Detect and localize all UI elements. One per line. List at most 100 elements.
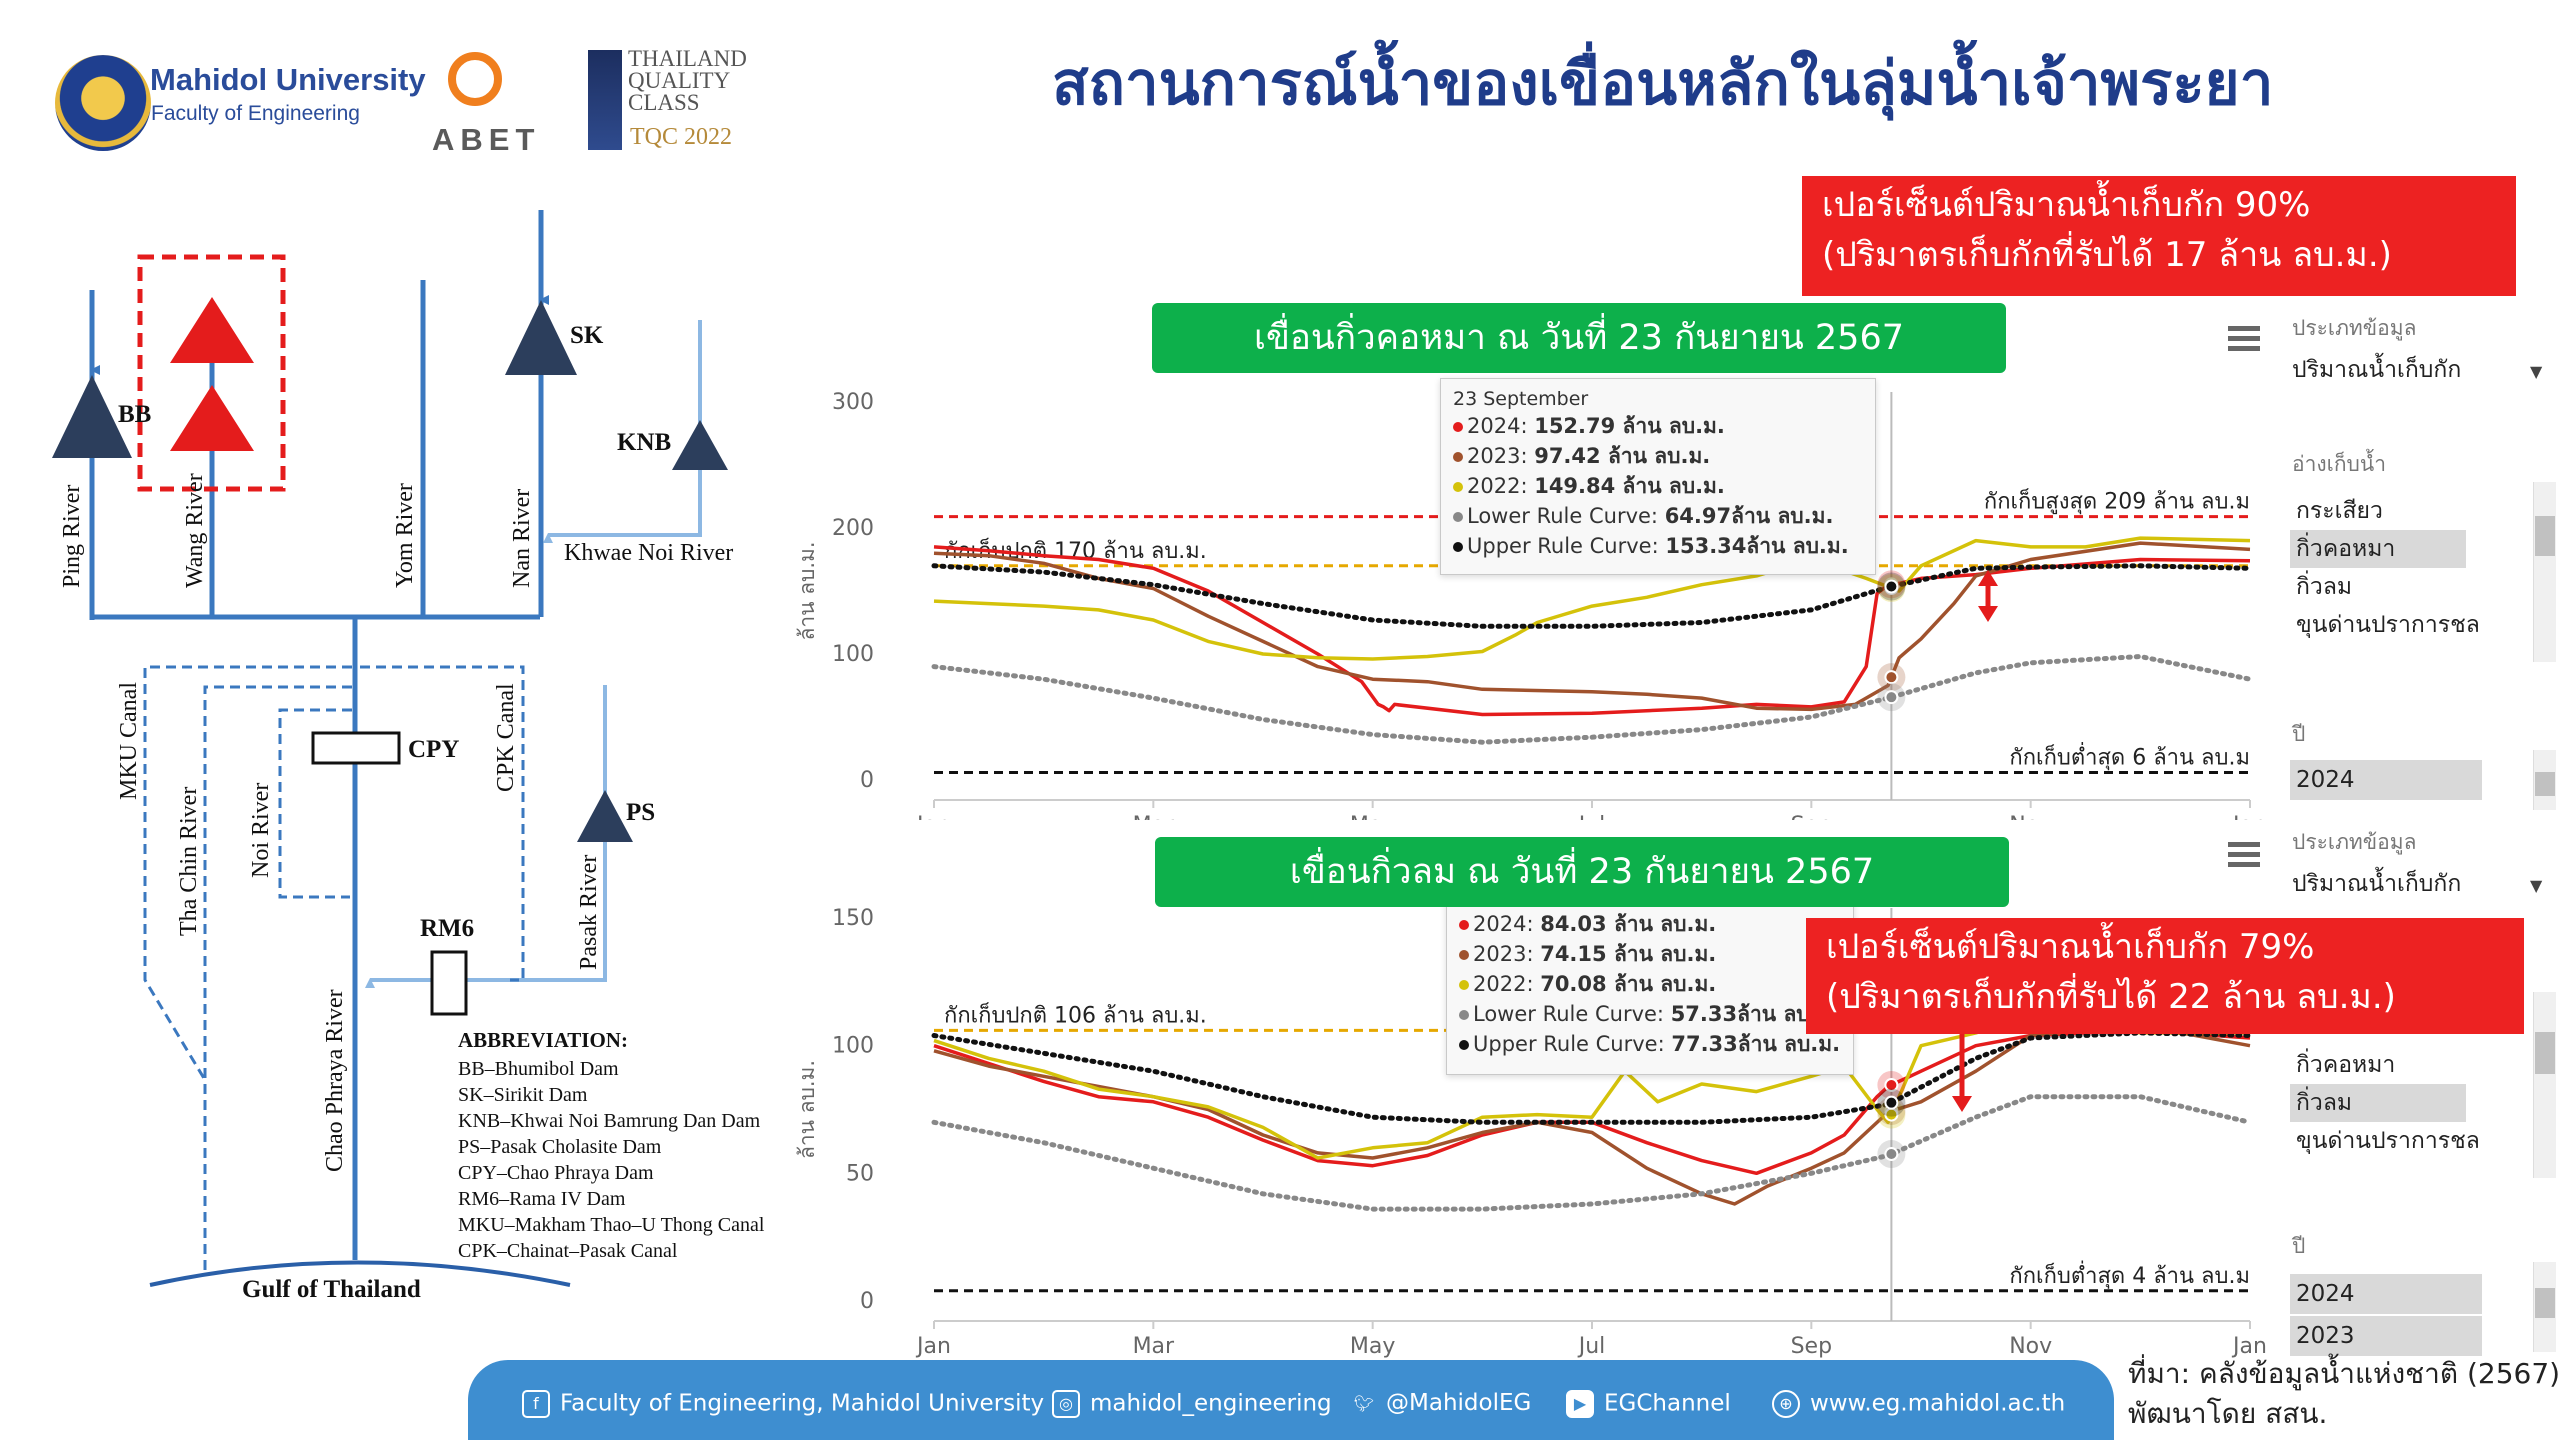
reference-line-label: กักเก็บต่ำสุด 6 ล้าน ลบ.ม [2009,741,2250,770]
data-type-select[interactable]: ปริมาณน้ำเก็บกัก [2292,871,2462,897]
twitter-icon: 🐦︎ [1353,1393,1375,1413]
nan-river-label: Nan River [509,489,535,588]
tooltip-row: Lower Rule Curve: 57.33ล้าน ลบ.ม. [1459,999,1841,1029]
chevron-down-icon[interactable]: ▼ [2530,362,2543,381]
tooltip-series-value: 74.15 ล้าน ลบ.ม. [1540,942,1717,966]
instagram-link[interactable]: ◎ mahidol_engineering [1052,1390,1332,1418]
tooltip-row: 2022: 70.08 ล้าน ลบ.ม. [1459,969,1841,999]
chart1-title-banner: เขื่อนกิ่วคอหมา ณ วันที่ 23 กันยายน 2567 [1152,303,2006,373]
mahidol-logo [55,55,151,151]
tooltip-series-value: 152.79 ล้าน ลบ.ม. [1534,414,1725,438]
reservoir-option[interactable]: ขุนด่านปราการชล [2296,612,2480,638]
abbreviation-title: ABBREVIATION: [458,1028,628,1052]
series-marker-icon [1459,920,1469,930]
reservoir-option-selected[interactable]: กิ่วลม [2290,1084,2466,1122]
reservoir-option[interactable]: ขุนด่านปราการชล [2296,1128,2480,1154]
facebook-icon: f [522,1390,550,1418]
reference-line-label: กักเก็บต่ำสุด 4 ล้าน ลบ.ม [2009,1260,2250,1289]
abbreviation-item: BB–Bhumibol Dam [458,1058,619,1080]
tqc-line: CLASS [628,90,700,115]
x-tick-label: Sep [1791,1334,1832,1359]
rm6-label: RM6 [420,915,474,942]
abbreviation-item: RM6–Rama IV Dam [458,1188,626,1210]
callout-line: (ปริมาตรเก็บกักที่รับได้ 17 ล้าน ลบ.ม.) [1822,235,2392,275]
tooltip-row: Upper Rule Curve: 77.33ล้าน ลบ.ม. [1459,1029,1841,1059]
website-link[interactable]: ⊕ www.eg.mahidol.ac.th [1772,1390,2065,1418]
tooltip-series-value: 97.42 ล้าน ลบ.ม. [1534,444,1711,468]
chart1-menu-icon[interactable] [2228,326,2260,356]
river-network-diagram: BB SK KNB PS CPY RM6 Gulf of Thailand Kh… [52,210,765,1303]
tooltip-date: 23 September [1453,388,1589,410]
chart2-menu-icon[interactable] [2228,842,2260,872]
abbreviation-item: CPY–Chao Phraya Dam [458,1162,654,1184]
reservoir-option[interactable]: กิ่วลม [2296,574,2353,600]
hover-marker [1884,670,1899,685]
y-axis-label: ล้าน ลบ.ม. [795,541,819,640]
y-tick-label: 100 [832,1034,874,1059]
storage-percent-callout-bottom: เปอร์เซ็นต์ปริมาณน้ำเก็บกัก 79% (ปริมาตร… [1806,918,2524,1034]
kiw-lom-dam-icon [170,385,254,451]
data-type-label: ประเภทข้อมูล [2292,316,2417,340]
series-line-2022 [933,536,2251,661]
year-scrollbar[interactable] [2533,1262,2556,1352]
youtube-link[interactable]: ▶ EGChannel [1566,1390,1731,1418]
year-option[interactable]: 2023 [2290,1316,2482,1356]
reservoir-scrollbar[interactable] [2533,992,2556,1178]
ping-river-label: Ping River [59,485,85,588]
series-marker-icon [1459,1040,1469,1050]
year-list[interactable]: 2024 [2290,760,2482,802]
hover-marker [1884,579,1899,594]
reservoir-list[interactable]: กิ่วคอหมา กิ่วลม ขุนด่านปราการชล [2290,1046,2486,1176]
pasak-river-line [365,685,607,988]
tqc-line: THAILAND [628,46,747,71]
tooltip-series-value: 153.34ล้าน ลบ.ม. [1665,534,1849,558]
year-list[interactable]: 2024 2023 [2290,1274,2482,1358]
y-tick-label: 50 [846,1161,874,1186]
x-tick-label: Sep [1791,813,1832,820]
knb-label: KNB [617,429,671,456]
wang-river-label: Wang River [182,473,208,588]
tooltip-row: 2022: 149.84 ล้าน ลบ.ม. [1453,471,1863,501]
tooltip-row: 2023: 74.15 ล้าน ลบ.ม. [1459,939,1841,969]
khwae-noi-river-line [543,320,702,543]
hover-marker [1884,690,1899,705]
reservoir-list[interactable]: กระเสียว กิ่วคอหมา กิ่วลม ขุนด่านปราการช… [2290,492,2486,658]
series-marker-icon [1453,542,1463,552]
storage-percent-callout-top: เปอร์เซ็นต์ปริมาณน้ำเก็บกัก 90% (ปริมาตร… [1802,176,2516,296]
gulf-coastline [149,1260,571,1287]
tha-chin-river-label: Tha Chin River [176,787,202,936]
chevron-down-icon[interactable]: ▼ [2530,876,2543,895]
noi-river-label: Noi River [248,783,274,878]
facebook-link[interactable]: f Faculty of Engineering, Mahidol Univers… [522,1390,1044,1418]
hover-marker [1884,1095,1899,1110]
capacity-arrow-head [1978,570,1998,586]
bb-dam-icon [52,375,132,458]
series-marker-icon [1453,482,1463,492]
series-line-upper-rule-curve [931,563,2253,629]
page-title: สถานการณ์น้ำของเขื่อนหลักในลุ่มน้ำเจ้าพร… [1052,49,2274,119]
year-scrollbar[interactable] [2533,750,2556,810]
mku-canal-line [143,665,352,1081]
data-type-label: ประเภทข้อมูล [2292,830,2417,854]
capacity-arrow-head [1952,1096,1972,1112]
hover-marker [1884,1147,1899,1162]
series-line-2022 [933,1013,2250,1160]
source-note: ที่มา: คลังข้อมูลน้ำแห่งชาติ (2567) พัฒน… [2128,1354,2560,1434]
reservoir-option-selected[interactable]: กิ่วคอหมา [2290,530,2466,568]
reservoir-option[interactable]: กระเสียว [2296,498,2383,524]
series-line-lower-rule-curve [931,654,2253,745]
cpy-dam-icon [311,731,401,765]
data-type-select[interactable]: ปริมาณน้ำเก็บกัก [2292,357,2462,383]
tooltip-row: 2024: 152.79 ล้าน ลบ.ม. [1453,411,1863,441]
abbreviation-item: PS–Pasak Cholasite Dam [458,1136,662,1158]
reservoir-scrollbar[interactable] [2533,482,2556,662]
x-tick-label: May [1350,1334,1395,1359]
year-option[interactable]: 2024 [2290,760,2482,800]
year-option[interactable]: 2024 [2290,1274,2482,1314]
yom-river-label: Yom River [392,483,418,588]
tqc-line: QUALITY [628,68,731,93]
twitter-link[interactable]: 🐦︎ @MahidolEG [1353,1390,1532,1416]
reservoir-option[interactable]: กิ่วคอหมา [2296,1052,2396,1078]
abet-logo [448,52,502,106]
mku-canal-label: MKU Canal [116,682,142,800]
